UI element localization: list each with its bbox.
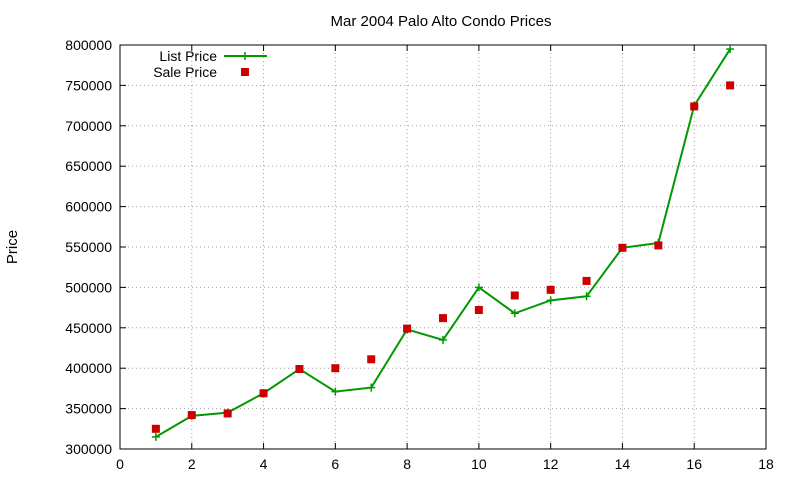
- data-point: [439, 335, 447, 344]
- axis-ticks: 300000 350000 400000 450000 500000 550000 6000…: [65, 37, 774, 472]
- x-tick-label: 4: [260, 456, 268, 472]
- y-tick-label: 450000: [65, 320, 112, 336]
- x-tick-label: 6: [331, 456, 339, 472]
- legend-item: List Price: [159, 48, 267, 64]
- x-tick-label: 18: [758, 456, 774, 472]
- data-point: [726, 81, 735, 90]
- series-line: [155, 48, 731, 438]
- data-point: [223, 409, 232, 418]
- x-tick-label: 0: [116, 456, 124, 472]
- data-point: [474, 306, 483, 315]
- chart-title: Mar 2004 Palo Alto Condo Prices: [331, 13, 552, 30]
- series-1: [151, 81, 735, 433]
- data-point: [187, 411, 196, 420]
- y-tick-label: 350000: [65, 401, 112, 417]
- data-point: [367, 383, 376, 392]
- data-point: [403, 324, 412, 333]
- y-tick-label: 550000: [65, 239, 112, 255]
- y-tick-label: 500000: [65, 279, 112, 295]
- data-point: [726, 45, 735, 54]
- data-point: [654, 241, 663, 250]
- y-tick-label: 800000: [65, 37, 112, 53]
- y-tick-label: 600000: [65, 199, 112, 215]
- data-point: [510, 309, 519, 318]
- x-tick-label: 10: [471, 456, 487, 472]
- data-point: [439, 314, 447, 323]
- y-tick-label: 400000: [65, 360, 112, 376]
- x-tick-label: 2: [188, 456, 196, 472]
- legend-label: Sale Price: [153, 64, 217, 80]
- x-tick-label: 14: [615, 456, 631, 472]
- x-tick-label: 8: [403, 456, 411, 472]
- y-axis-label: Price: [4, 230, 21, 264]
- data-point: [151, 432, 160, 441]
- legend-item: Sale Price: [153, 64, 249, 80]
- data-point: [331, 364, 340, 373]
- x-tick-label: 12: [543, 456, 559, 472]
- grid: [120, 45, 766, 449]
- data-point: [367, 355, 376, 364]
- series-layer: [151, 45, 735, 441]
- y-tick-label: 750000: [65, 77, 112, 93]
- data-point: [546, 296, 555, 305]
- data-point: [295, 365, 304, 374]
- data-point: [331, 387, 340, 396]
- data-point: [546, 285, 555, 294]
- legend-label: List Price: [159, 48, 217, 64]
- data-point: [510, 291, 519, 300]
- y-tick-label: 300000: [65, 441, 112, 457]
- y-tick-label: 700000: [65, 118, 112, 134]
- series-0: [151, 45, 735, 441]
- y-tick-label: 650000: [65, 158, 112, 174]
- data-point: [618, 243, 627, 252]
- data-point: [474, 283, 483, 292]
- legend-marker: [241, 68, 249, 76]
- data-point: [582, 292, 591, 301]
- data-point: [690, 102, 699, 111]
- legend-marker: [241, 52, 249, 60]
- data-point: [151, 424, 160, 433]
- data-point: [259, 389, 268, 398]
- data-point: [582, 276, 591, 285]
- x-tick-label: 16: [686, 456, 702, 472]
